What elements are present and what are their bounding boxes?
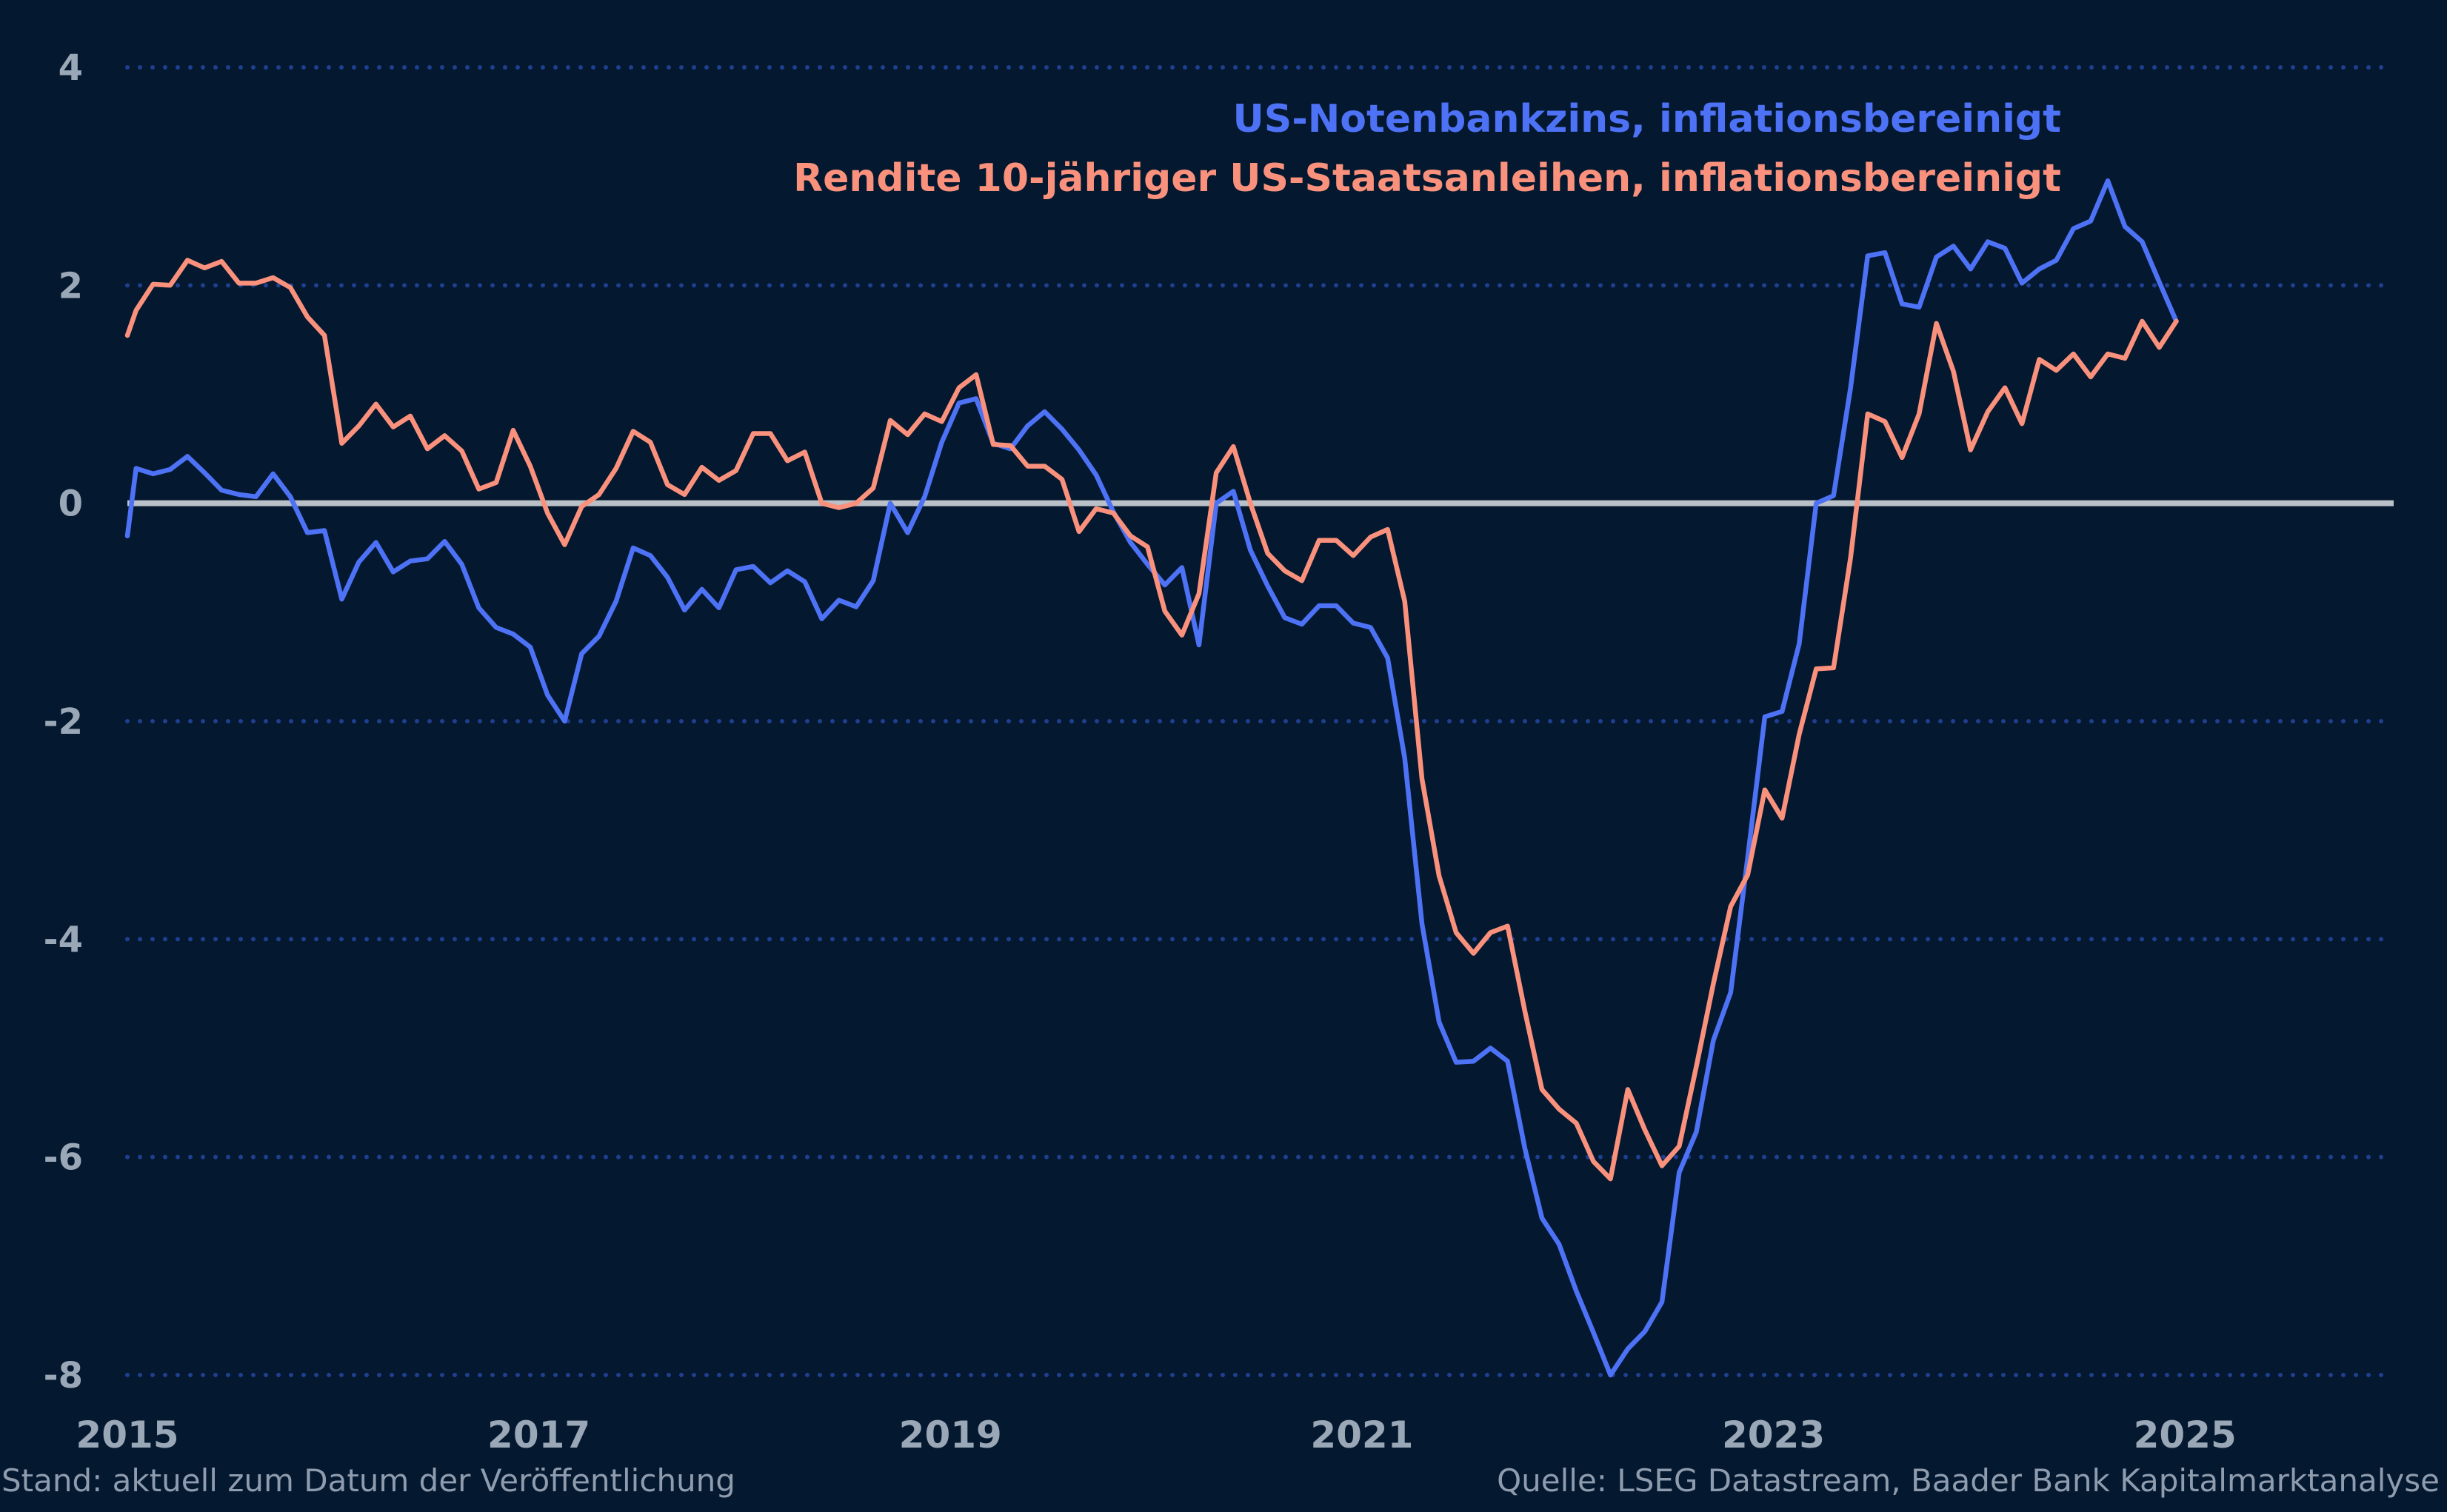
y-tick-label: -6 (44, 1137, 83, 1179)
y-tick-label: -8 (44, 1355, 83, 1396)
x-tick-label: 2025 (2134, 1414, 2237, 1456)
y-tick-label: -4 (44, 919, 83, 960)
legend-entry-notenbankzins: US-Notenbankzins, inflationsbereinigt (1233, 97, 2061, 141)
series-lines (124, 178, 2179, 1378)
y-axis-tick-labels: 4 2 0 -2 -4 -6 -8 (44, 47, 83, 1396)
y-tick-label: 4 (59, 47, 83, 89)
series-line-staatsanleihen (124, 258, 2179, 1182)
x-tick-label: 2017 (487, 1414, 590, 1456)
x-tick-label: 2023 (1722, 1414, 1825, 1456)
x-axis-tick-labels: 2015 2017 2019 2021 2023 2025 (76, 1414, 2236, 1456)
legend-entry-staatsanleihen: Rendite 10-jähriger US-Staatsanleihen, i… (793, 156, 2061, 201)
legend: US-Notenbankzins, inflationsbereinigt Re… (793, 97, 2061, 201)
x-tick-label: 2021 (1310, 1414, 1413, 1456)
x-tick-label: 2015 (76, 1414, 178, 1456)
y-tick-label: -2 (44, 701, 83, 743)
series-line-notenbankzins (124, 178, 2179, 1378)
x-tick-label: 2019 (899, 1414, 1002, 1456)
footer-status-note: Stand: aktuell zum Datum der Veröffentli… (1, 1462, 735, 1499)
y-tick-label: 2 (59, 265, 83, 307)
footer-source-note: Quelle: LSEG Datastream, Baader Bank Kap… (1497, 1462, 2440, 1499)
y-tick-label: 0 (59, 484, 83, 525)
grid-lines (125, 65, 2393, 1377)
